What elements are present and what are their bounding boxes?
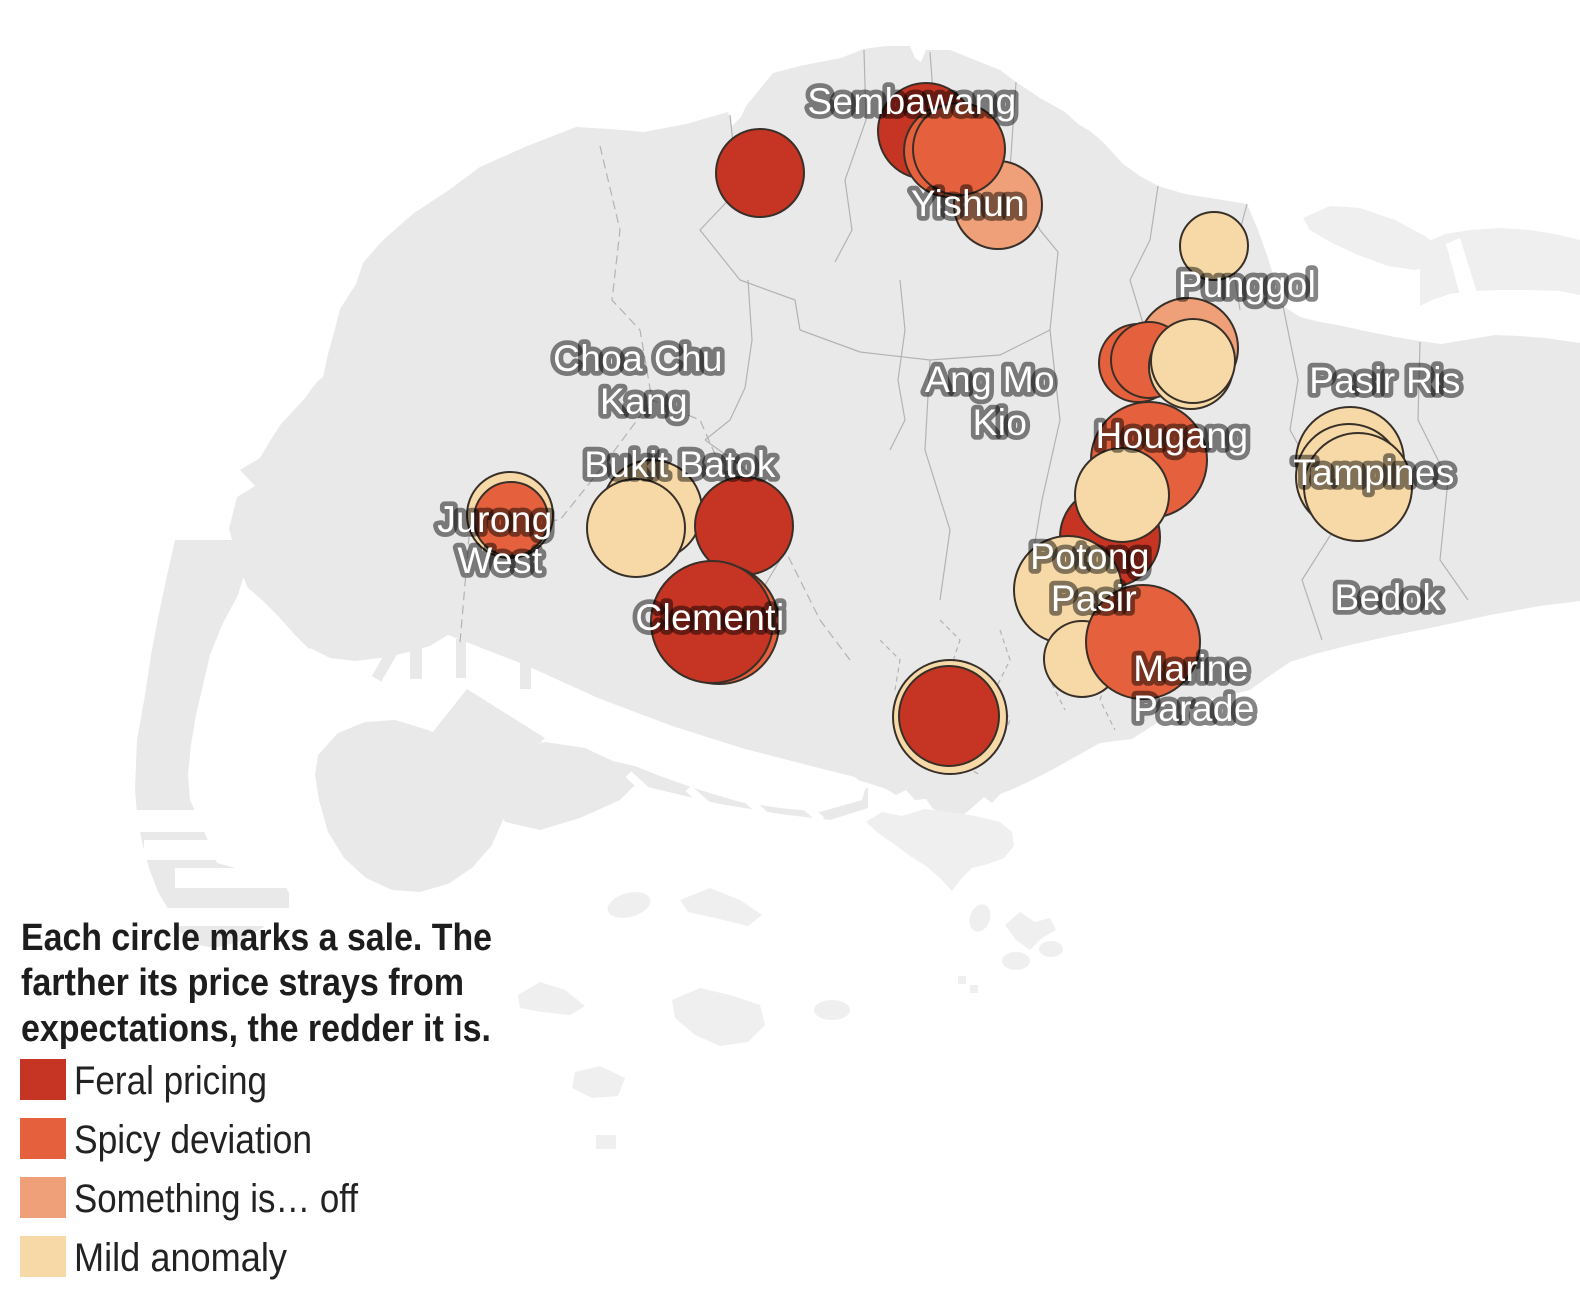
svg-text:Ang Mo: Ang Mo [925, 359, 1055, 400]
svg-text:Each circle marks a sale. The: Each circle marks a sale. The [21, 917, 492, 959]
svg-text:Choa Chu: Choa Chu [553, 338, 723, 379]
svg-text:expectations, the redder it is: expectations, the redder it is. [21, 1008, 491, 1050]
svg-text:Potong: Potong [1030, 536, 1150, 577]
svg-text:Tampines: Tampines [1293, 452, 1455, 493]
svg-text:Kio: Kio [973, 402, 1028, 443]
svg-text:Feral pricing: Feral pricing [74, 1059, 267, 1103]
svg-text:Parade: Parade [1133, 688, 1255, 729]
svg-text:Punggol: Punggol [1178, 264, 1317, 305]
svg-text:Marine: Marine [1133, 648, 1249, 689]
svg-text:Something is… off: Something is… off [74, 1177, 359, 1221]
svg-text:Bukit Batok: Bukit Batok [584, 444, 776, 485]
svg-text:Mild anomaly: Mild anomaly [74, 1236, 287, 1280]
svg-text:West: West [457, 540, 543, 581]
svg-text:Pasir: Pasir [1051, 578, 1137, 619]
svg-text:Sembawang: Sembawang [807, 81, 1016, 122]
svg-text:farther its price strays from: farther its price strays from [21, 962, 464, 1004]
svg-text:Hougang: Hougang [1096, 415, 1249, 456]
svg-text:Yishun: Yishun [911, 183, 1025, 224]
svg-text:Clementi: Clementi [635, 597, 784, 638]
svg-text:Pasir Ris: Pasir Ris [1309, 360, 1461, 401]
svg-text:Bedok: Bedok [1335, 577, 1442, 618]
svg-text:Spicy deviation: Spicy deviation [74, 1118, 312, 1162]
svg-text:Jurong: Jurong [437, 499, 553, 540]
svg-text:Kang: Kang [600, 381, 688, 422]
